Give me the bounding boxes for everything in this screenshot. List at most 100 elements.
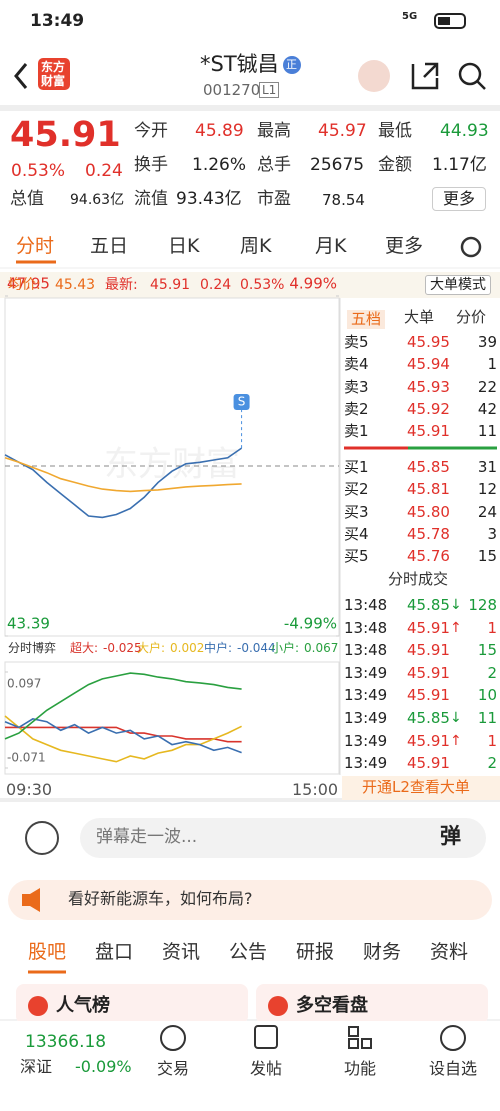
stat-value: 93.43亿 (176, 189, 242, 209)
book-volume: 31 (477, 458, 497, 476)
book-price: 45.93 (407, 377, 450, 396)
stat-label: 市盈 (257, 189, 291, 209)
legend-value: -0.044 (237, 641, 276, 655)
mode-button[interactable]: 大单模式 (425, 275, 491, 295)
share-icon[interactable] (411, 62, 439, 90)
section-tab[interactable]: 研报 (296, 941, 335, 963)
section-tab[interactable]: 公告 (229, 941, 268, 963)
book-price: 45.76 (407, 547, 450, 566)
book-tab[interactable]: 大单 (404, 308, 435, 326)
price-chart-frame (4, 297, 340, 637)
avatar[interactable] (358, 60, 390, 92)
info-text: 45.91 (150, 277, 191, 293)
info-text: 0.53% (240, 277, 285, 293)
trade-time: 13:49 (344, 686, 388, 705)
period-tab[interactable]: 月K (315, 235, 347, 257)
watermark: 东方财富 (104, 445, 240, 485)
series-line (5, 726, 242, 743)
period-tab[interactable]: 周K (240, 235, 272, 257)
section-tab[interactable]: 财务 (363, 941, 402, 963)
nav-label[interactable]: 发帖 (249, 1059, 282, 1078)
flow-title[interactable]: 分时博弈 (8, 641, 57, 655)
trade-volume: 1 (487, 731, 497, 750)
trade-time: 13:48 (344, 596, 388, 614)
trade-price: 45.91 (407, 754, 450, 773)
clock: 13:49 (30, 11, 85, 31)
nav-icon[interactable] (348, 1026, 359, 1037)
period-tab[interactable]: 五日 (90, 235, 129, 257)
nav-icon[interactable] (440, 1025, 466, 1051)
section-tab[interactable]: 盘口 (95, 941, 134, 963)
legend-value: 0.002 (170, 641, 205, 655)
stat-value: 25675 (310, 155, 365, 175)
trade-volume: 1 (487, 618, 497, 637)
comment-placeholder[interactable]: 弹幕走一波... (96, 827, 198, 847)
stat-label: 总值 (10, 189, 44, 209)
book-tab[interactable]: 五档 (347, 310, 386, 329)
trades-title: 分时成交 (388, 570, 449, 588)
info-bar-bg (0, 272, 500, 298)
book-price: 45.91 (407, 422, 450, 441)
stat-value: 45.97 (318, 121, 367, 141)
book-volume: 39 (477, 333, 497, 351)
search-icon[interactable] (458, 62, 482, 86)
stat-label: 今开 (134, 121, 168, 141)
period-tab[interactable]: 分时 (16, 235, 55, 257)
logo-text: 财富 (41, 74, 66, 88)
section-tab[interactable]: 资讯 (162, 941, 201, 963)
card-bg[interactable] (256, 984, 488, 1024)
battery (434, 13, 466, 29)
x-tick-label: 09:30 (6, 780, 53, 799)
section-tab[interactable]: 股吧 (28, 941, 67, 963)
trade-direction: ↑ (450, 732, 462, 749)
index-value[interactable]: 13366.18 (25, 1032, 107, 1052)
nav-icon[interactable] (160, 1025, 186, 1051)
trade-price: 45.91 (407, 731, 450, 750)
book-price: 45.85 (407, 458, 450, 476)
search-icon (476, 80, 486, 90)
more-button[interactable]: 更多 (432, 187, 487, 211)
trade-price: 45.85 (407, 709, 450, 727)
stat-label: 总手 (257, 155, 291, 175)
trade-price: 45.85 (407, 596, 450, 614)
trade-time: 13:49 (344, 754, 388, 773)
book-label: 买5 (344, 547, 369, 566)
series-line (4, 447, 243, 519)
book-tab[interactable]: 分价 (456, 308, 487, 326)
card-title: 多空看盘 (296, 995, 368, 1016)
period-tab[interactable]: 更多 (385, 235, 424, 257)
stat-value: 44.93 (440, 121, 489, 141)
back-icon[interactable] (14, 63, 28, 89)
comment-input[interactable] (80, 818, 486, 858)
trade-volume: 2 (487, 663, 497, 682)
period-tab[interactable]: 日K (168, 235, 200, 257)
promo[interactable]: 开通L2查看大单 (342, 776, 500, 800)
series-line (4, 457, 242, 493)
comment-icon[interactable] (25, 821, 59, 855)
legend-value: -0.025 (103, 641, 142, 655)
card-bg[interactable] (16, 984, 248, 1024)
danmaku-button[interactable]: 弹 (440, 824, 461, 848)
legend-name: 小户 (271, 642, 299, 654)
nav-icon[interactable] (254, 1025, 278, 1049)
series-line (4, 672, 242, 740)
trade-price: 45.91 (407, 663, 450, 682)
stat-label: 换手 (134, 155, 168, 175)
banner-text[interactable]: 看好新能源车，如何布局? (68, 889, 253, 908)
nav-label[interactable]: 交易 (156, 1059, 189, 1078)
section-tab[interactable]: 资料 (430, 941, 469, 963)
stat-value: 1.26% (192, 155, 247, 175)
trade-direction: ↓ (450, 710, 462, 726)
banner-bg[interactable] (8, 880, 492, 920)
legend-name: 大户 (137, 642, 165, 654)
stock-name[interactable]: *ST铖昌 (200, 52, 279, 76)
index-name: 深证 (20, 1057, 53, 1076)
nav-label[interactable]: 设自选 (428, 1059, 477, 1078)
book-price: 45.94 (407, 355, 450, 374)
settings-icon[interactable] (460, 236, 482, 258)
info-text: 0.24 (200, 277, 232, 293)
nav-label[interactable]: 功能 (343, 1059, 376, 1078)
nav-icon (361, 1038, 372, 1049)
stat-label: 金额 (378, 155, 412, 175)
badge: 正 (286, 58, 297, 71)
